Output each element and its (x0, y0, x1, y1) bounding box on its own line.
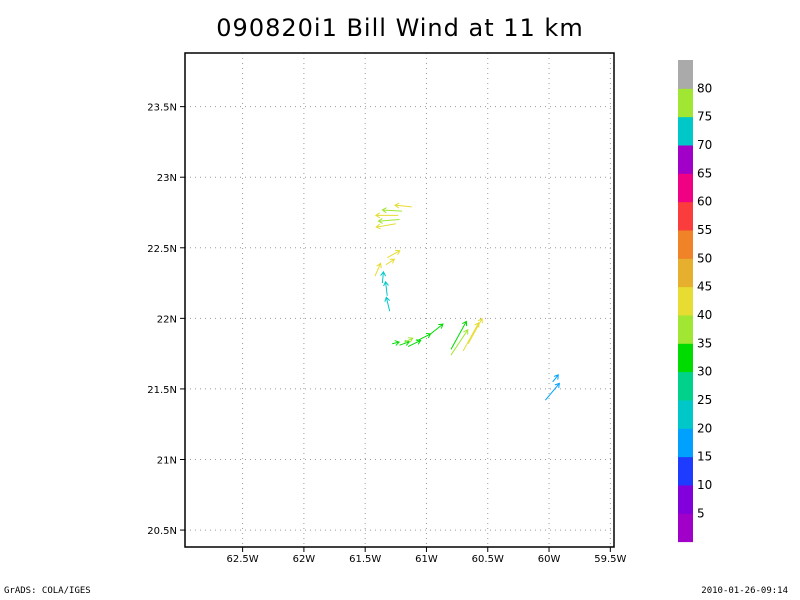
wind-vector (544, 382, 560, 401)
colorbar-swatch (678, 173, 693, 203)
colorbar-label: 35 (697, 336, 712, 350)
x-tick-label: 60.5W (472, 554, 504, 565)
wind-vector (374, 262, 382, 277)
wind-vector (383, 280, 389, 296)
colorbar-swatch (678, 229, 693, 259)
x-tick-label: 62.5W (227, 554, 259, 565)
footer-timestamp: 2010-01-26-09:14 (701, 586, 788, 596)
wind-vector (387, 249, 401, 259)
wind-vector (552, 374, 559, 383)
colorbar-swatch (678, 456, 693, 486)
colorbar-label: 80 (697, 81, 712, 95)
colorbar-swatch (678, 258, 693, 288)
colorbar-label: 25 (697, 393, 712, 407)
colorbar-label: 45 (697, 280, 712, 294)
y-tick-label: 23.5N (147, 103, 177, 114)
colorbar-swatch (678, 428, 693, 458)
y-tick-label: 21.5N (147, 385, 177, 396)
colorbar-swatch (678, 116, 693, 146)
wind-vector (394, 202, 412, 209)
wind-vector (399, 340, 411, 346)
colorbar-label: 15 (697, 450, 712, 464)
wind-vector (384, 296, 391, 312)
axis-ticks: 62.5W 62W 61.5W 61W 60.5W 60W 59.5W 20.5N 21N 21.… (147, 103, 626, 565)
wind-vector (380, 270, 386, 284)
colorbar-label: 30 (697, 365, 712, 379)
colorbar-label: 40 (697, 308, 712, 322)
wind-vector (375, 223, 396, 230)
colorbar-label: 75 (697, 110, 712, 124)
colorbar-swatch (678, 144, 693, 174)
x-tick-label: 59.5W (594, 554, 626, 565)
chart-title: 090820i1 Bill Wind at 11 km (216, 14, 584, 42)
wind-vector (450, 320, 468, 350)
wind-vector (407, 339, 422, 348)
wind-vector (385, 258, 396, 266)
colorbar-swatch (678, 343, 693, 373)
colorbar-label: 5 (697, 506, 705, 520)
colorbar-label: 50 (697, 251, 712, 265)
y-tick-label: 20.5N (147, 526, 177, 537)
colorbar-label: 60 (697, 195, 712, 209)
grid-layer (185, 53, 614, 547)
footer-credit: GrADS: COLA/IGES (4, 586, 91, 596)
colorbar-swatch (678, 60, 693, 89)
wind-vector (381, 207, 402, 214)
colorbar-label: 65 (697, 166, 712, 180)
wind-vector (416, 332, 432, 342)
wind-vector (392, 340, 401, 346)
colorbar-swatch (678, 371, 693, 401)
x-tick-label: 62W (293, 554, 316, 565)
wind-vector (450, 329, 469, 356)
y-tick-label: 23N (157, 173, 177, 184)
y-tick-label: 22.5N (147, 244, 177, 255)
wind-vector (404, 337, 414, 343)
plot-frame (184, 52, 615, 548)
y-tick-label: 22N (157, 314, 177, 325)
wind-vector (462, 321, 480, 352)
x-tick-label: 61W (415, 554, 438, 565)
wind-vector (467, 317, 483, 344)
colorbar-label: 70 (697, 138, 712, 152)
wind-vectors (374, 202, 560, 401)
y-tick-label: 21N (157, 455, 177, 466)
wind-vector (428, 323, 444, 336)
colorbar-swatch (678, 484, 693, 514)
wind-vector (377, 218, 400, 224)
colorbar-label: 10 (697, 478, 712, 492)
x-tick-label: 61.5W (349, 554, 381, 565)
colorbar-label: 55 (697, 223, 712, 237)
colorbar-swatch (678, 399, 693, 429)
colorbar-swatch (678, 513, 693, 543)
colorbar-label: 20 (697, 421, 712, 435)
wind-vector (374, 212, 399, 219)
colorbar-swatch (678, 286, 693, 316)
colorbar-swatch (678, 88, 693, 118)
x-tick-label: 60W (538, 554, 561, 565)
colorbar-swatch (678, 314, 693, 344)
colorbar: 5 10 15 20 25 30 35 40 45 50 55 60 65 70 75 80 (678, 60, 712, 543)
colorbar-swatch (678, 201, 693, 231)
